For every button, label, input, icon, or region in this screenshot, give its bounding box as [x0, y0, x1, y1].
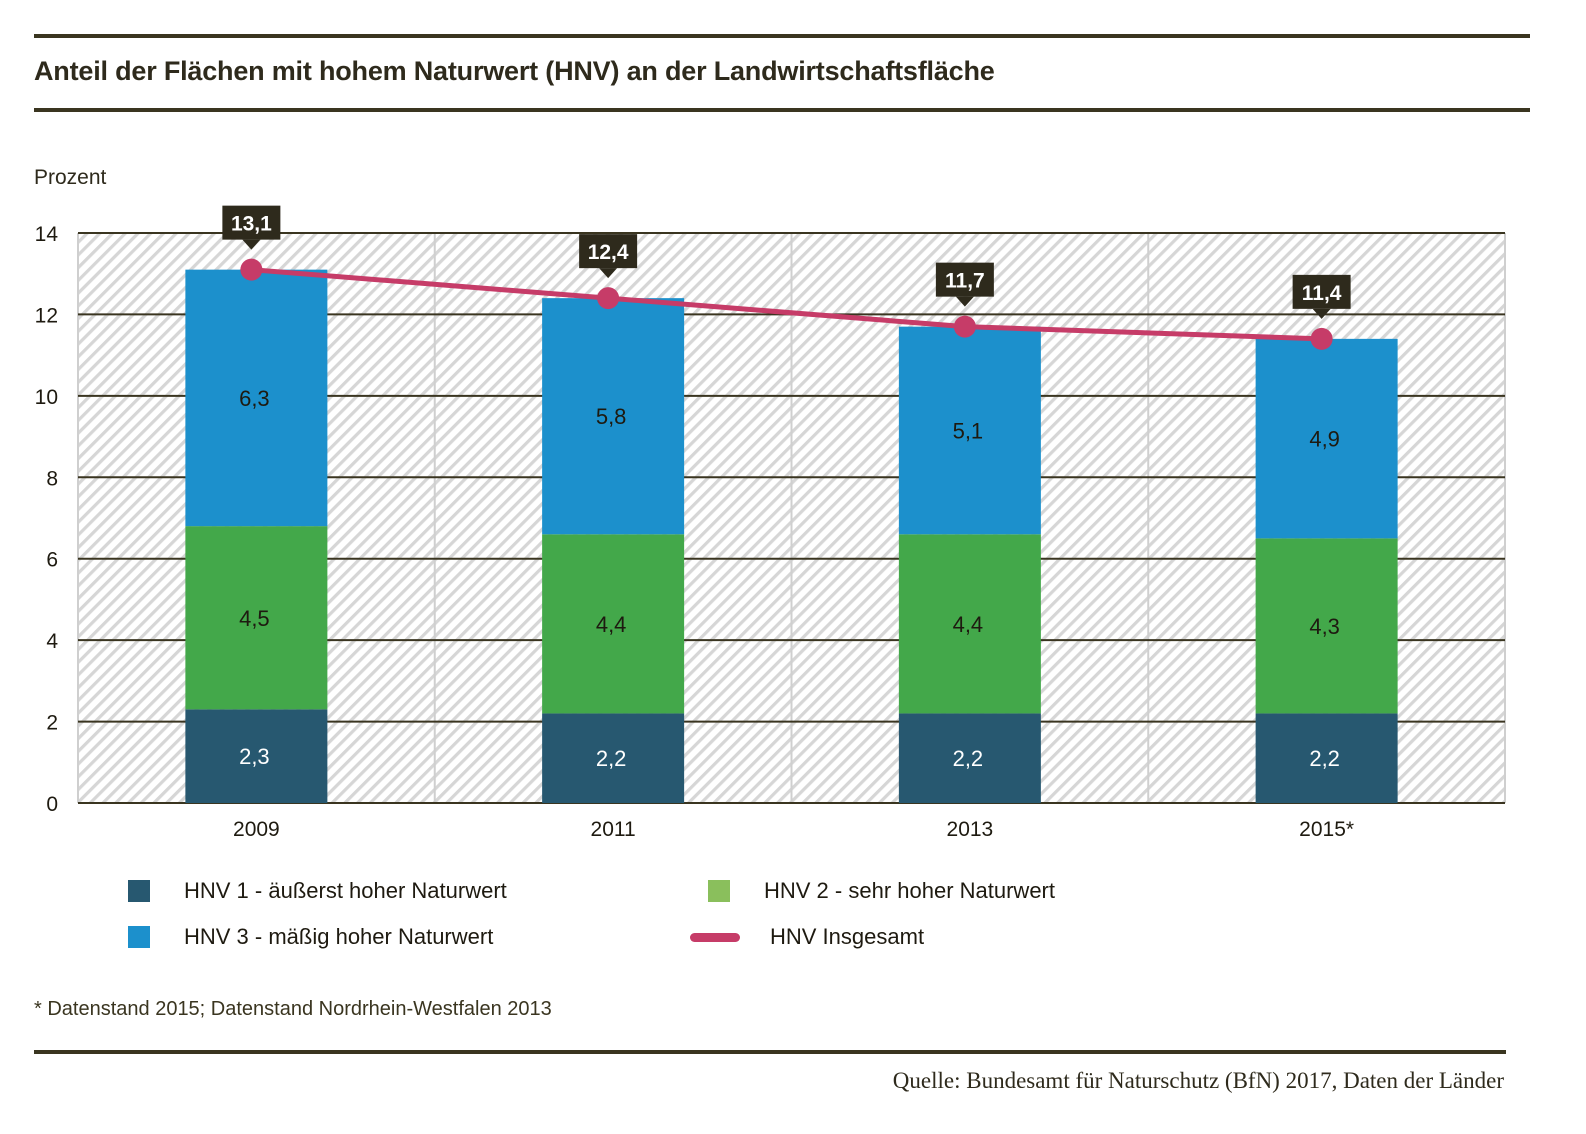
total-callout-box	[1292, 274, 1351, 309]
footnote: * Datenstand 2015; Datenstand Nordrhein-…	[34, 998, 552, 1020]
bar-segment	[898, 326, 1041, 535]
legend-line-total	[690, 932, 740, 942]
bar-segment	[542, 534, 685, 714]
bar-value-label: 2,2	[596, 746, 627, 771]
total-callout-box	[579, 234, 638, 269]
total-value-label: 11,7	[945, 270, 985, 293]
bar-segment	[185, 526, 328, 710]
y-tick-label: 2	[46, 712, 58, 735]
bar-segment	[1255, 713, 1398, 803]
total-point	[240, 258, 263, 281]
total-callout-pointer	[599, 268, 618, 279]
bar-segment	[542, 298, 685, 535]
bar-value-label: 6,3	[239, 386, 270, 411]
y-tick-label: 14	[35, 223, 59, 246]
bar-segment	[185, 709, 328, 803]
y-tick-label: 12	[35, 304, 58, 327]
title-underline	[34, 108, 1530, 112]
y-axis-label: Prozent	[34, 166, 107, 189]
legend-item-total: HNV Insgesamt	[690, 924, 924, 950]
legend-swatch-hnv1	[128, 880, 150, 902]
bar-segment	[542, 713, 685, 803]
total-line	[251, 267, 1322, 342]
y-tick-label: 10	[35, 386, 58, 409]
top-rule	[34, 34, 1530, 38]
y-tick-label: 4	[46, 630, 58, 653]
total-callout-pointer	[242, 239, 261, 250]
x-tick-label: 2015*	[1299, 818, 1354, 841]
bar-segment	[1255, 538, 1398, 714]
total-point	[953, 315, 976, 338]
legend-label-total: HNV Insgesamt	[770, 924, 925, 949]
chart-plot: 2,3 4,5 6,3 2,2 4,4 5,8 2,2 4,4 5,1 2,2 4,3 4,9 13,…	[35, 205, 1506, 841]
total-callout-box	[222, 205, 281, 240]
source-note: Quelle: Bundesamt für Naturschutz (BfN) …	[892, 1068, 1504, 1093]
legend-swatch-hnv3	[128, 926, 150, 948]
bar-value-label: 4,3	[1309, 614, 1340, 639]
bar-value-label: 4,4	[953, 612, 984, 637]
total-callout-box	[935, 262, 994, 297]
total-value-label: 12,4	[588, 241, 629, 264]
bar-segment	[898, 534, 1041, 714]
bar-value-label: 2,2	[1309, 746, 1340, 771]
bottom-rule	[34, 1050, 1506, 1054]
legend-label-hnv3: HNV 3 - mäßig hoher Naturwert	[184, 924, 494, 949]
x-tick-label: 2011	[591, 818, 636, 841]
bar-value-label: 5,1	[953, 418, 984, 443]
chart-title: Anteil der Flächen mit hohem Naturwert (…	[34, 56, 995, 86]
x-tick-label: 2009	[233, 818, 280, 841]
bar-value-label: 4,9	[1309, 427, 1340, 452]
bar-segment	[898, 713, 1041, 803]
legend-item-hnv3: HNV 3 - mäßig hoher Naturwert	[128, 924, 493, 950]
total-callout-pointer	[1312, 308, 1331, 319]
bar-value-label: 2,3	[239, 744, 270, 769]
y-tick-label: 0	[46, 793, 58, 816]
legend-swatch-hnv2	[708, 880, 730, 902]
total-value-label: 13,1	[231, 213, 272, 236]
total-callout-pointer	[955, 296, 974, 307]
total-point	[597, 287, 620, 310]
y-tick-label: 6	[46, 549, 58, 572]
y-tick-label: 8	[46, 467, 58, 490]
legend-item-hnv2: HNV 2 - sehr hoher Naturwert	[708, 878, 1055, 904]
bar-value-label: 2,2	[953, 746, 984, 771]
x-tick-label: 2013	[947, 818, 994, 841]
bar-segment	[1255, 338, 1398, 539]
legend-label-hnv2: HNV 2 - sehr hoher Naturwert	[764, 878, 1055, 903]
total-value-label: 11,4	[1302, 282, 1342, 305]
bar-value-label: 4,4	[596, 612, 627, 637]
bar-value-label: 4,5	[239, 606, 270, 631]
bar-segment	[185, 269, 328, 527]
bar-value-label: 5,8	[596, 404, 627, 429]
total-point	[1310, 327, 1333, 350]
legend-label-hnv1: HNV 1 - äußerst hoher Naturwert	[184, 878, 507, 903]
legend-item-hnv1: HNV 1 - äußerst hoher Naturwert	[128, 878, 507, 904]
